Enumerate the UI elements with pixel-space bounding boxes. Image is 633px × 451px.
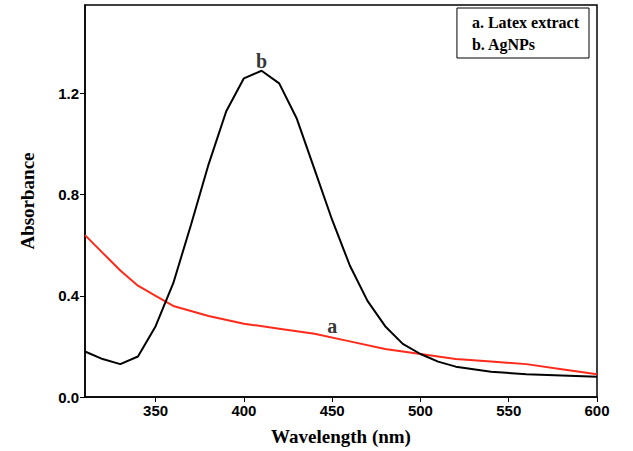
- svg-text:b. AgNPs: b. AgNPs: [472, 36, 535, 54]
- svg-text:600: 600: [584, 402, 609, 419]
- svg-text:350: 350: [143, 402, 168, 419]
- svg-text:Absorbance: Absorbance: [17, 152, 38, 249]
- svg-text:b: b: [256, 50, 267, 72]
- svg-text:1.2: 1.2: [58, 85, 79, 102]
- svg-text:a: a: [327, 315, 337, 337]
- svg-text:0.8: 0.8: [58, 186, 79, 203]
- svg-text:Wavelength (nm): Wavelength (nm): [271, 426, 411, 448]
- svg-text:450: 450: [320, 402, 345, 419]
- svg-text:500: 500: [408, 402, 433, 419]
- svg-text:a. Latex extract: a. Latex extract: [472, 14, 580, 31]
- svg-text:0.4: 0.4: [58, 287, 80, 304]
- svg-text:0.0: 0.0: [58, 389, 79, 406]
- svg-text:550: 550: [496, 402, 521, 419]
- svg-text:400: 400: [231, 402, 256, 419]
